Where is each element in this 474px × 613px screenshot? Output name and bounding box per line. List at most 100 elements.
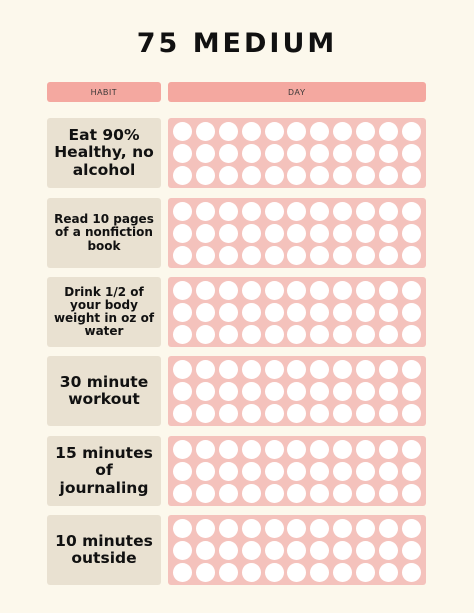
day-checkbox-circle[interactable] xyxy=(241,381,261,401)
day-checkbox-circle[interactable] xyxy=(264,121,284,141)
day-checkbox-circle[interactable] xyxy=(356,280,376,300)
day-checkbox-circle[interactable] xyxy=(172,324,192,344)
day-checkbox-circle[interactable] xyxy=(264,562,284,582)
day-checkbox-circle[interactable] xyxy=(264,280,284,300)
day-checkbox-circle[interactable] xyxy=(402,403,422,423)
day-checkbox-circle[interactable] xyxy=(172,201,192,221)
day-checkbox-circle[interactable] xyxy=(379,518,399,538)
day-checkbox-circle[interactable] xyxy=(195,121,215,141)
day-checkbox-circle[interactable] xyxy=(333,201,353,221)
day-checkbox-circle[interactable] xyxy=(310,439,330,459)
day-checkbox-circle[interactable] xyxy=(287,461,307,481)
day-checkbox-circle[interactable] xyxy=(379,540,399,560)
day-checkbox-circle[interactable] xyxy=(379,143,399,163)
day-checkbox-circle[interactable] xyxy=(264,403,284,423)
day-checkbox-circle[interactable] xyxy=(356,403,376,423)
day-checkbox-circle[interactable] xyxy=(379,461,399,481)
day-checkbox-circle[interactable] xyxy=(241,121,261,141)
day-checkbox-circle[interactable] xyxy=(333,223,353,243)
day-checkbox-circle[interactable] xyxy=(356,359,376,379)
day-checkbox-circle[interactable] xyxy=(241,461,261,481)
day-checkbox-circle[interactable] xyxy=(264,381,284,401)
day-checkbox-circle[interactable] xyxy=(287,359,307,379)
day-checkbox-circle[interactable] xyxy=(172,245,192,265)
day-checkbox-circle[interactable] xyxy=(356,381,376,401)
day-checkbox-circle[interactable] xyxy=(402,165,422,185)
day-checkbox-circle[interactable] xyxy=(310,461,330,481)
day-checkbox-circle[interactable] xyxy=(195,143,215,163)
day-checkbox-circle[interactable] xyxy=(379,121,399,141)
day-checkbox-circle[interactable] xyxy=(218,302,238,322)
day-checkbox-circle[interactable] xyxy=(218,324,238,344)
day-checkbox-circle[interactable] xyxy=(287,143,307,163)
day-checkbox-circle[interactable] xyxy=(287,483,307,503)
day-checkbox-circle[interactable] xyxy=(356,518,376,538)
day-checkbox-circle[interactable] xyxy=(379,562,399,582)
day-checkbox-circle[interactable] xyxy=(195,439,215,459)
day-checkbox-circle[interactable] xyxy=(218,280,238,300)
day-checkbox-circle[interactable] xyxy=(287,223,307,243)
day-checkbox-circle[interactable] xyxy=(218,483,238,503)
day-checkbox-circle[interactable] xyxy=(172,461,192,481)
day-checkbox-circle[interactable] xyxy=(195,165,215,185)
day-checkbox-circle[interactable] xyxy=(356,562,376,582)
day-checkbox-circle[interactable] xyxy=(402,461,422,481)
day-checkbox-circle[interactable] xyxy=(172,165,192,185)
day-checkbox-circle[interactable] xyxy=(264,439,284,459)
day-checkbox-circle[interactable] xyxy=(241,403,261,423)
day-checkbox-circle[interactable] xyxy=(218,461,238,481)
day-checkbox-circle[interactable] xyxy=(333,461,353,481)
day-checkbox-circle[interactable] xyxy=(356,165,376,185)
day-checkbox-circle[interactable] xyxy=(241,439,261,459)
day-checkbox-circle[interactable] xyxy=(241,245,261,265)
day-checkbox-circle[interactable] xyxy=(379,165,399,185)
day-checkbox-circle[interactable] xyxy=(356,461,376,481)
day-checkbox-circle[interactable] xyxy=(218,403,238,423)
day-checkbox-circle[interactable] xyxy=(402,223,422,243)
day-checkbox-circle[interactable] xyxy=(310,245,330,265)
day-checkbox-circle[interactable] xyxy=(172,359,192,379)
day-checkbox-circle[interactable] xyxy=(287,324,307,344)
day-checkbox-circle[interactable] xyxy=(264,483,284,503)
day-checkbox-circle[interactable] xyxy=(195,223,215,243)
day-checkbox-circle[interactable] xyxy=(264,223,284,243)
day-checkbox-circle[interactable] xyxy=(333,280,353,300)
day-checkbox-circle[interactable] xyxy=(218,562,238,582)
day-checkbox-circle[interactable] xyxy=(310,540,330,560)
day-checkbox-circle[interactable] xyxy=(356,223,376,243)
day-checkbox-circle[interactable] xyxy=(287,165,307,185)
day-checkbox-circle[interactable] xyxy=(310,223,330,243)
day-checkbox-circle[interactable] xyxy=(218,245,238,265)
day-checkbox-circle[interactable] xyxy=(379,381,399,401)
day-checkbox-circle[interactable] xyxy=(310,483,330,503)
day-checkbox-circle[interactable] xyxy=(402,381,422,401)
day-checkbox-circle[interactable] xyxy=(172,280,192,300)
day-checkbox-circle[interactable] xyxy=(287,381,307,401)
day-checkbox-circle[interactable] xyxy=(241,143,261,163)
day-checkbox-circle[interactable] xyxy=(241,518,261,538)
day-checkbox-circle[interactable] xyxy=(172,302,192,322)
day-checkbox-circle[interactable] xyxy=(195,201,215,221)
day-checkbox-circle[interactable] xyxy=(218,223,238,243)
day-checkbox-circle[interactable] xyxy=(402,201,422,221)
day-checkbox-circle[interactable] xyxy=(333,165,353,185)
day-checkbox-circle[interactable] xyxy=(172,403,192,423)
day-checkbox-circle[interactable] xyxy=(264,540,284,560)
day-checkbox-circle[interactable] xyxy=(333,245,353,265)
day-checkbox-circle[interactable] xyxy=(218,165,238,185)
day-checkbox-circle[interactable] xyxy=(402,483,422,503)
day-checkbox-circle[interactable] xyxy=(218,439,238,459)
day-checkbox-circle[interactable] xyxy=(264,201,284,221)
day-checkbox-circle[interactable] xyxy=(264,143,284,163)
day-checkbox-circle[interactable] xyxy=(333,483,353,503)
day-checkbox-circle[interactable] xyxy=(218,518,238,538)
day-checkbox-circle[interactable] xyxy=(264,518,284,538)
day-checkbox-circle[interactable] xyxy=(333,143,353,163)
day-checkbox-circle[interactable] xyxy=(356,201,376,221)
day-checkbox-circle[interactable] xyxy=(356,245,376,265)
day-checkbox-circle[interactable] xyxy=(356,302,376,322)
day-checkbox-circle[interactable] xyxy=(264,302,284,322)
day-checkbox-circle[interactable] xyxy=(195,280,215,300)
day-checkbox-circle[interactable] xyxy=(333,562,353,582)
day-checkbox-circle[interactable] xyxy=(379,302,399,322)
